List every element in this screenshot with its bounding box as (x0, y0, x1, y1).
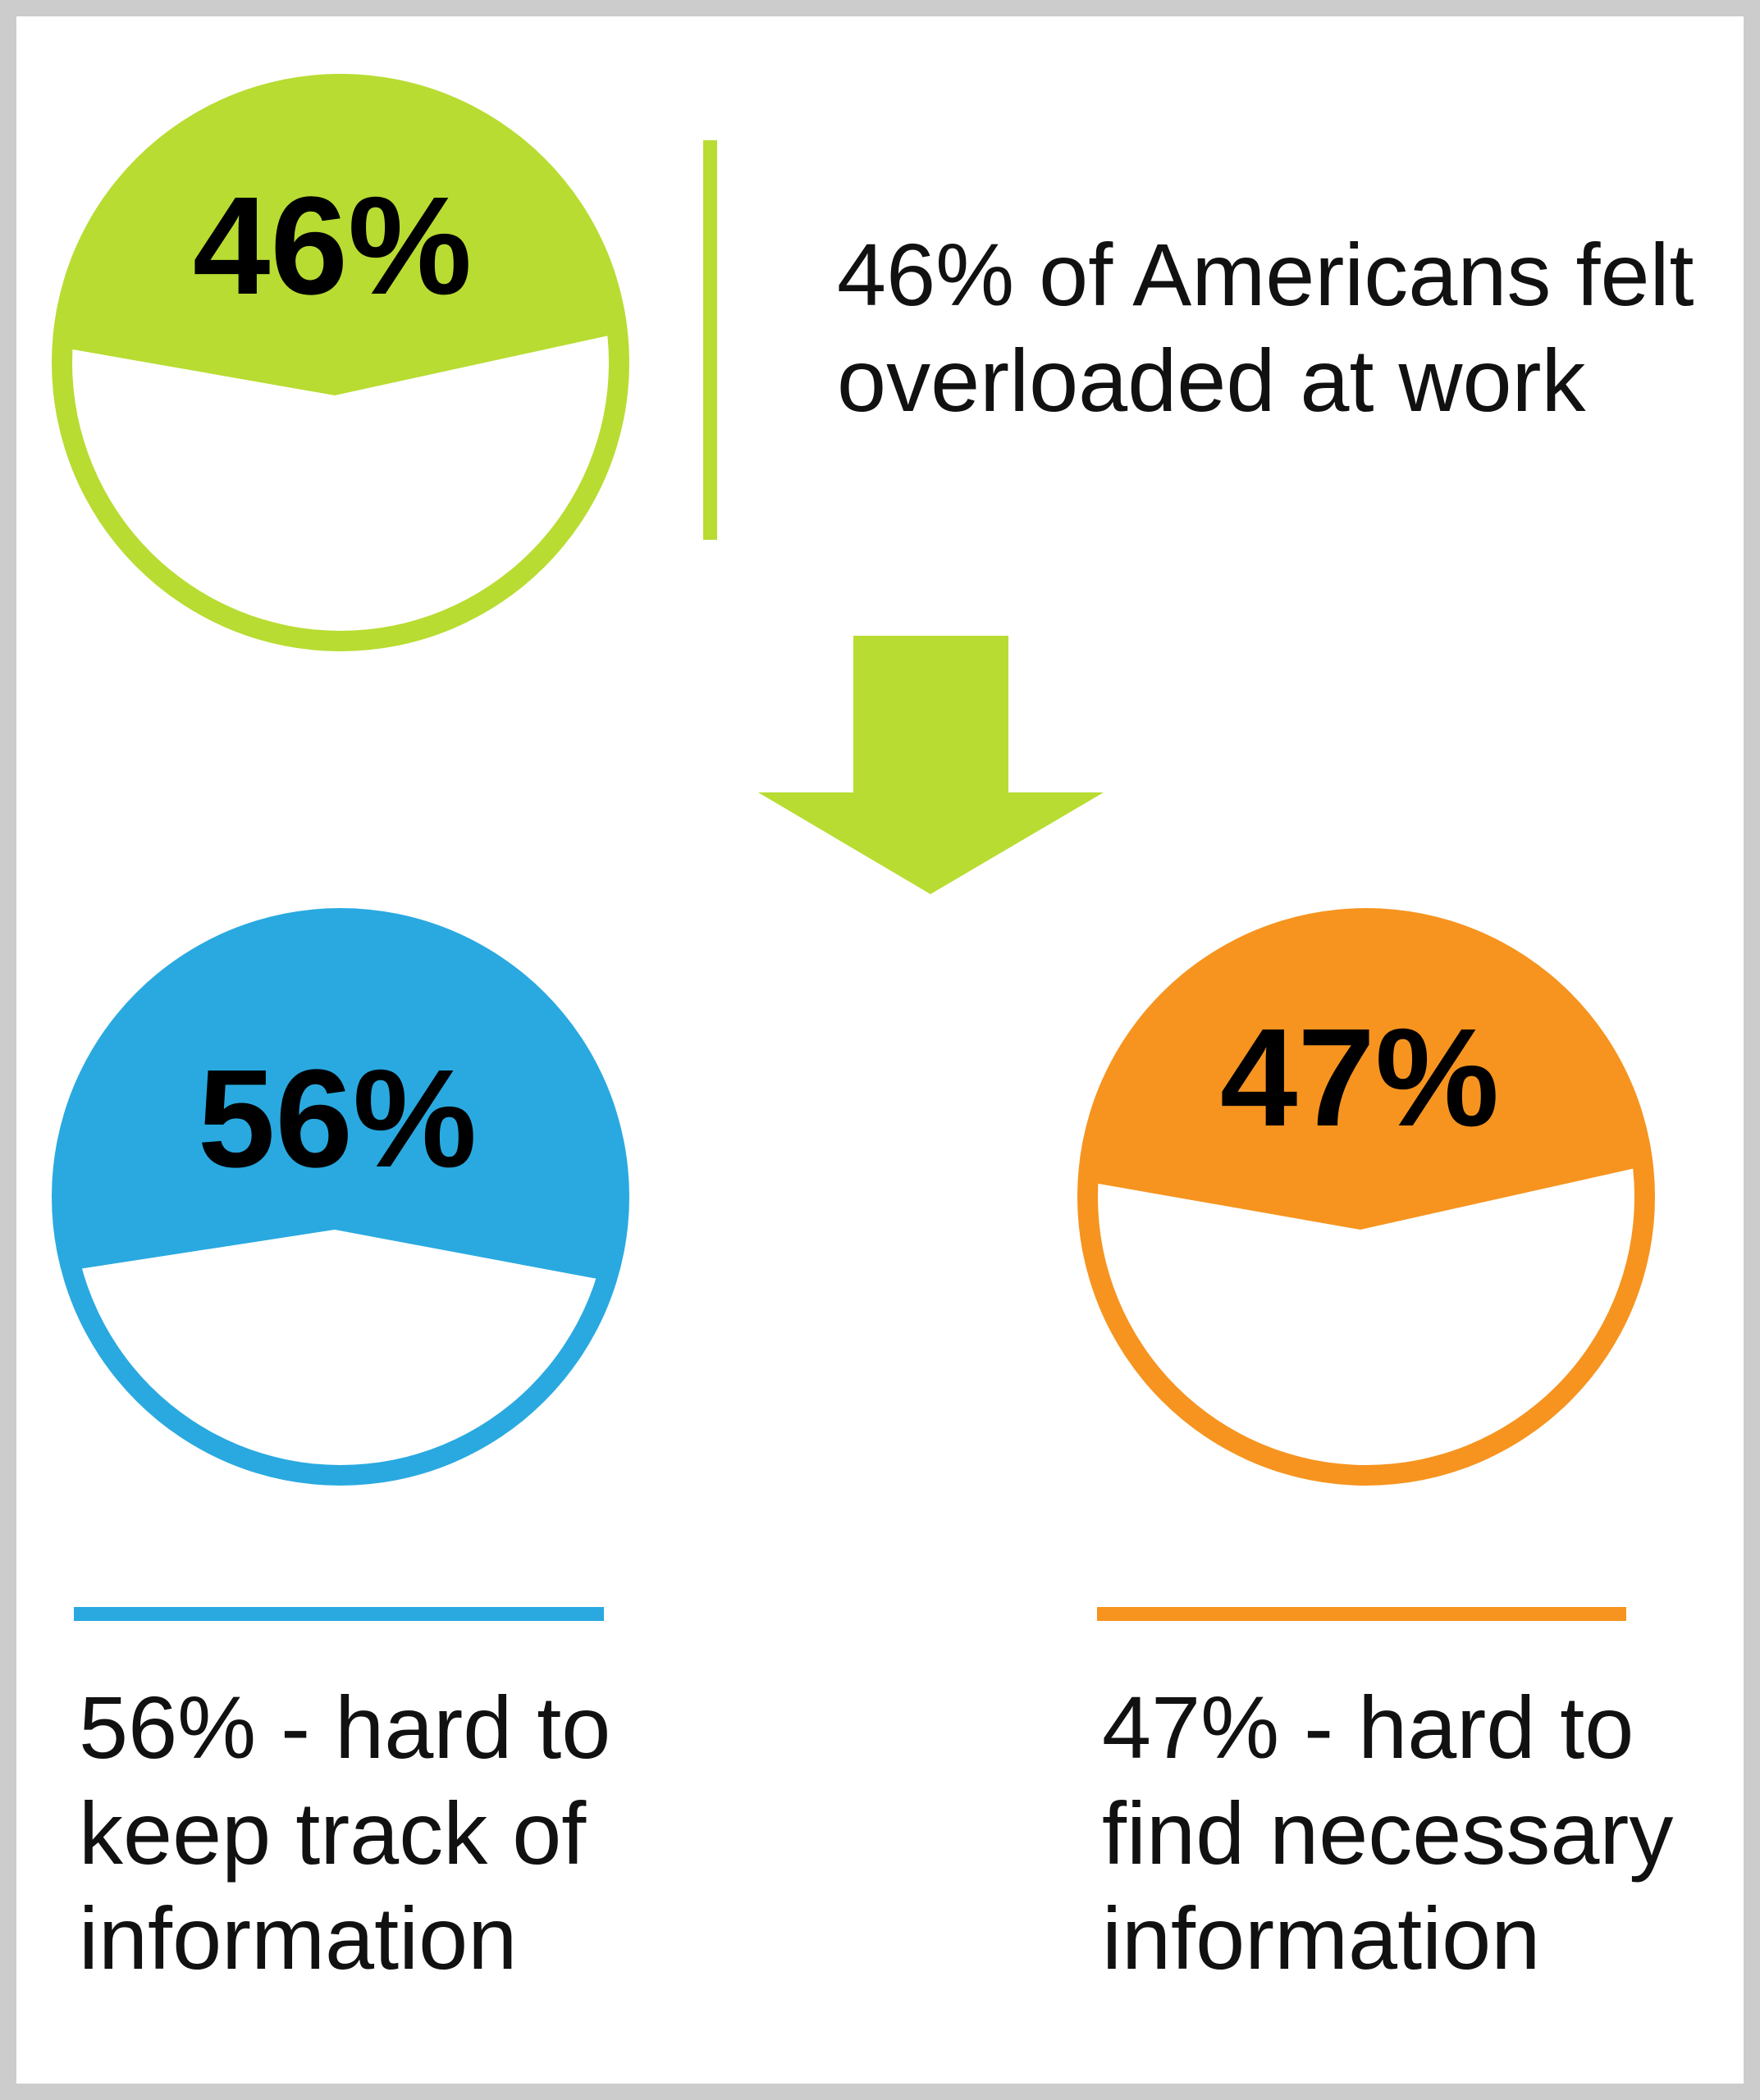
left-desc-line-3: information (79, 1888, 517, 1988)
gauge-46: 46% (52, 74, 629, 651)
right-desc-line-3: information (1102, 1888, 1540, 1988)
gauge-percent-label: 56% (198, 1041, 477, 1197)
orange-underline (1097, 1607, 1626, 1621)
gauge-47: 47% (1077, 908, 1655, 1486)
right-desc-line-2: find necessary (1102, 1783, 1673, 1883)
right-desc-line-1: 47% - hard to (1102, 1678, 1634, 1777)
gauge-percent-label: 47% (1220, 1000, 1499, 1156)
left-desc-line-2: keep track of (79, 1783, 587, 1883)
gauge-percent-label: 46% (193, 168, 472, 324)
blue-underline (74, 1607, 604, 1621)
top-desc-line-1: 46% of Americans felt (837, 225, 1694, 324)
arrow-down-icon (758, 636, 1104, 894)
divider-line (703, 140, 717, 540)
left-desc-line-1: 56% - hard to (79, 1678, 610, 1777)
top-desc-line-2: overloaded at work (837, 331, 1587, 430)
